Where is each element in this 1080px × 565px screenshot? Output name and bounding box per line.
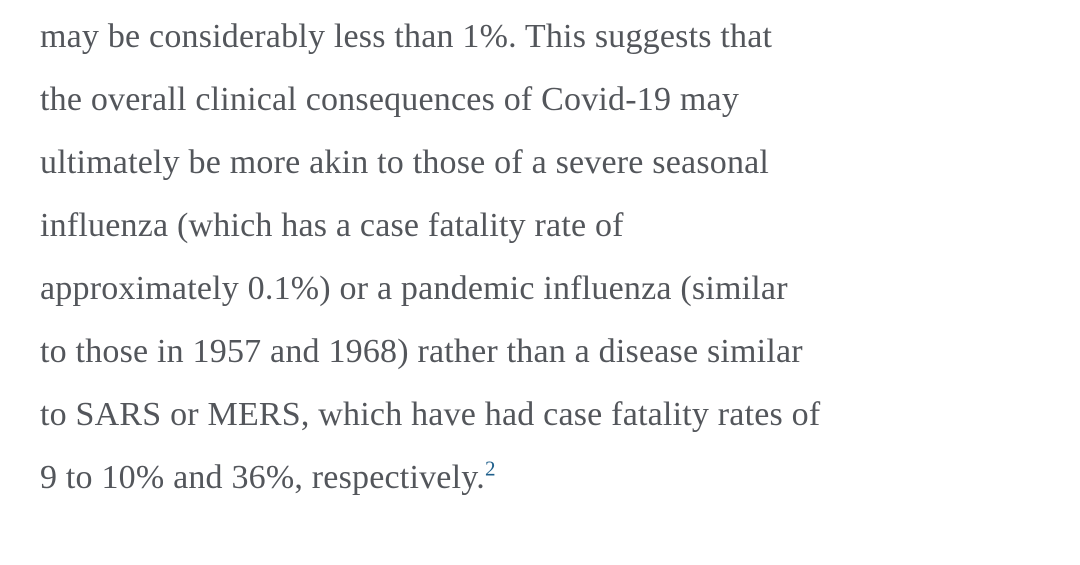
paragraph-line: the overall clinical consequences of Cov… (40, 81, 740, 118)
paragraph-line: 9 to 10% and 36%, respectively.2 (40, 446, 1050, 509)
paragraph-line: influenza (which has a case fatality rat… (40, 207, 624, 244)
paragraph-line: approximately 0.1%) or a pandemic influe… (40, 270, 788, 307)
paragraph-line-text: 9 to 10% and 36%, respectively. (40, 459, 485, 496)
paragraph-line: ultimately be more akin to those of a se… (40, 144, 770, 181)
paragraph-line: to those in 1957 and 1968) rather than a… (40, 333, 803, 370)
reference-citation-link[interactable]: 2 (484, 456, 496, 481)
paragraph-line: to SARS or MERS, which have had case fat… (40, 396, 821, 433)
paragraph-line: may be considerably less than 1%. This s… (40, 18, 773, 55)
article-paragraph: may be considerably less than 1%. This s… (40, 18, 1050, 509)
